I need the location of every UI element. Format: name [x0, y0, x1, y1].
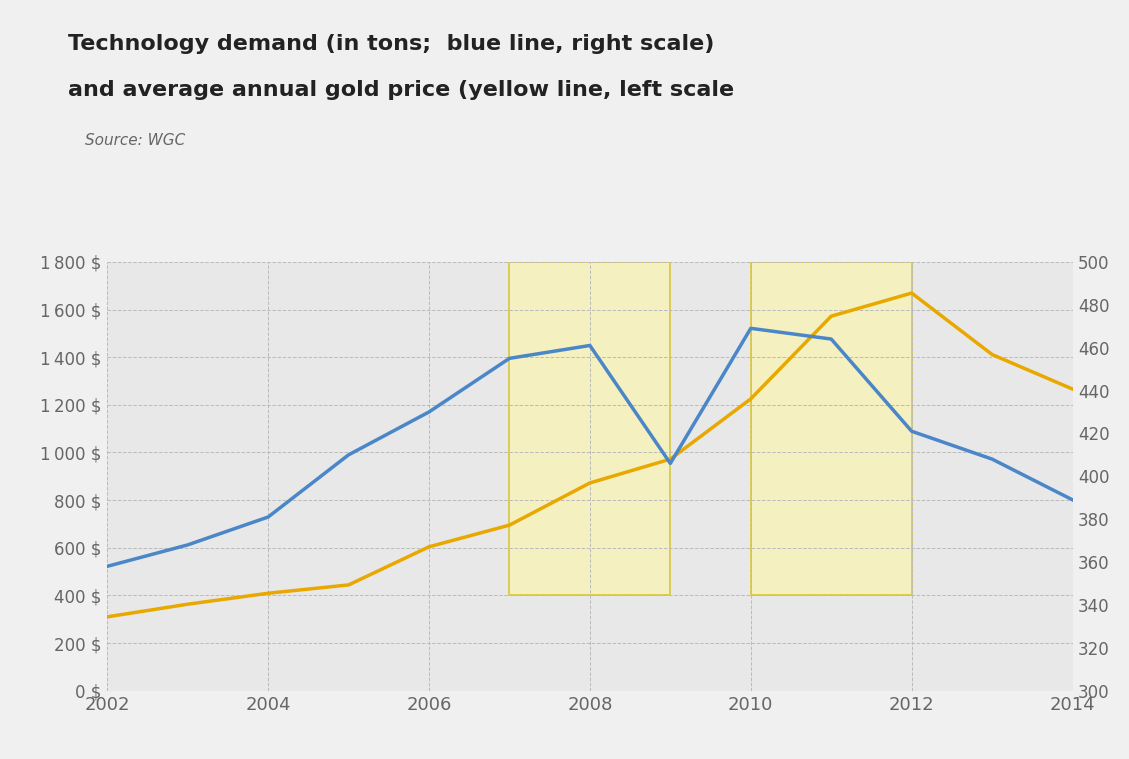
Bar — [751, 262, 912, 595]
Bar — [509, 262, 671, 595]
Text: Source: WGC: Source: WGC — [85, 133, 185, 148]
Text: Technology demand (in tons;  blue line, right scale): Technology demand (in tons; blue line, r… — [68, 34, 715, 54]
Text: and average annual gold price (yellow line, left scale: and average annual gold price (yellow li… — [68, 80, 734, 99]
